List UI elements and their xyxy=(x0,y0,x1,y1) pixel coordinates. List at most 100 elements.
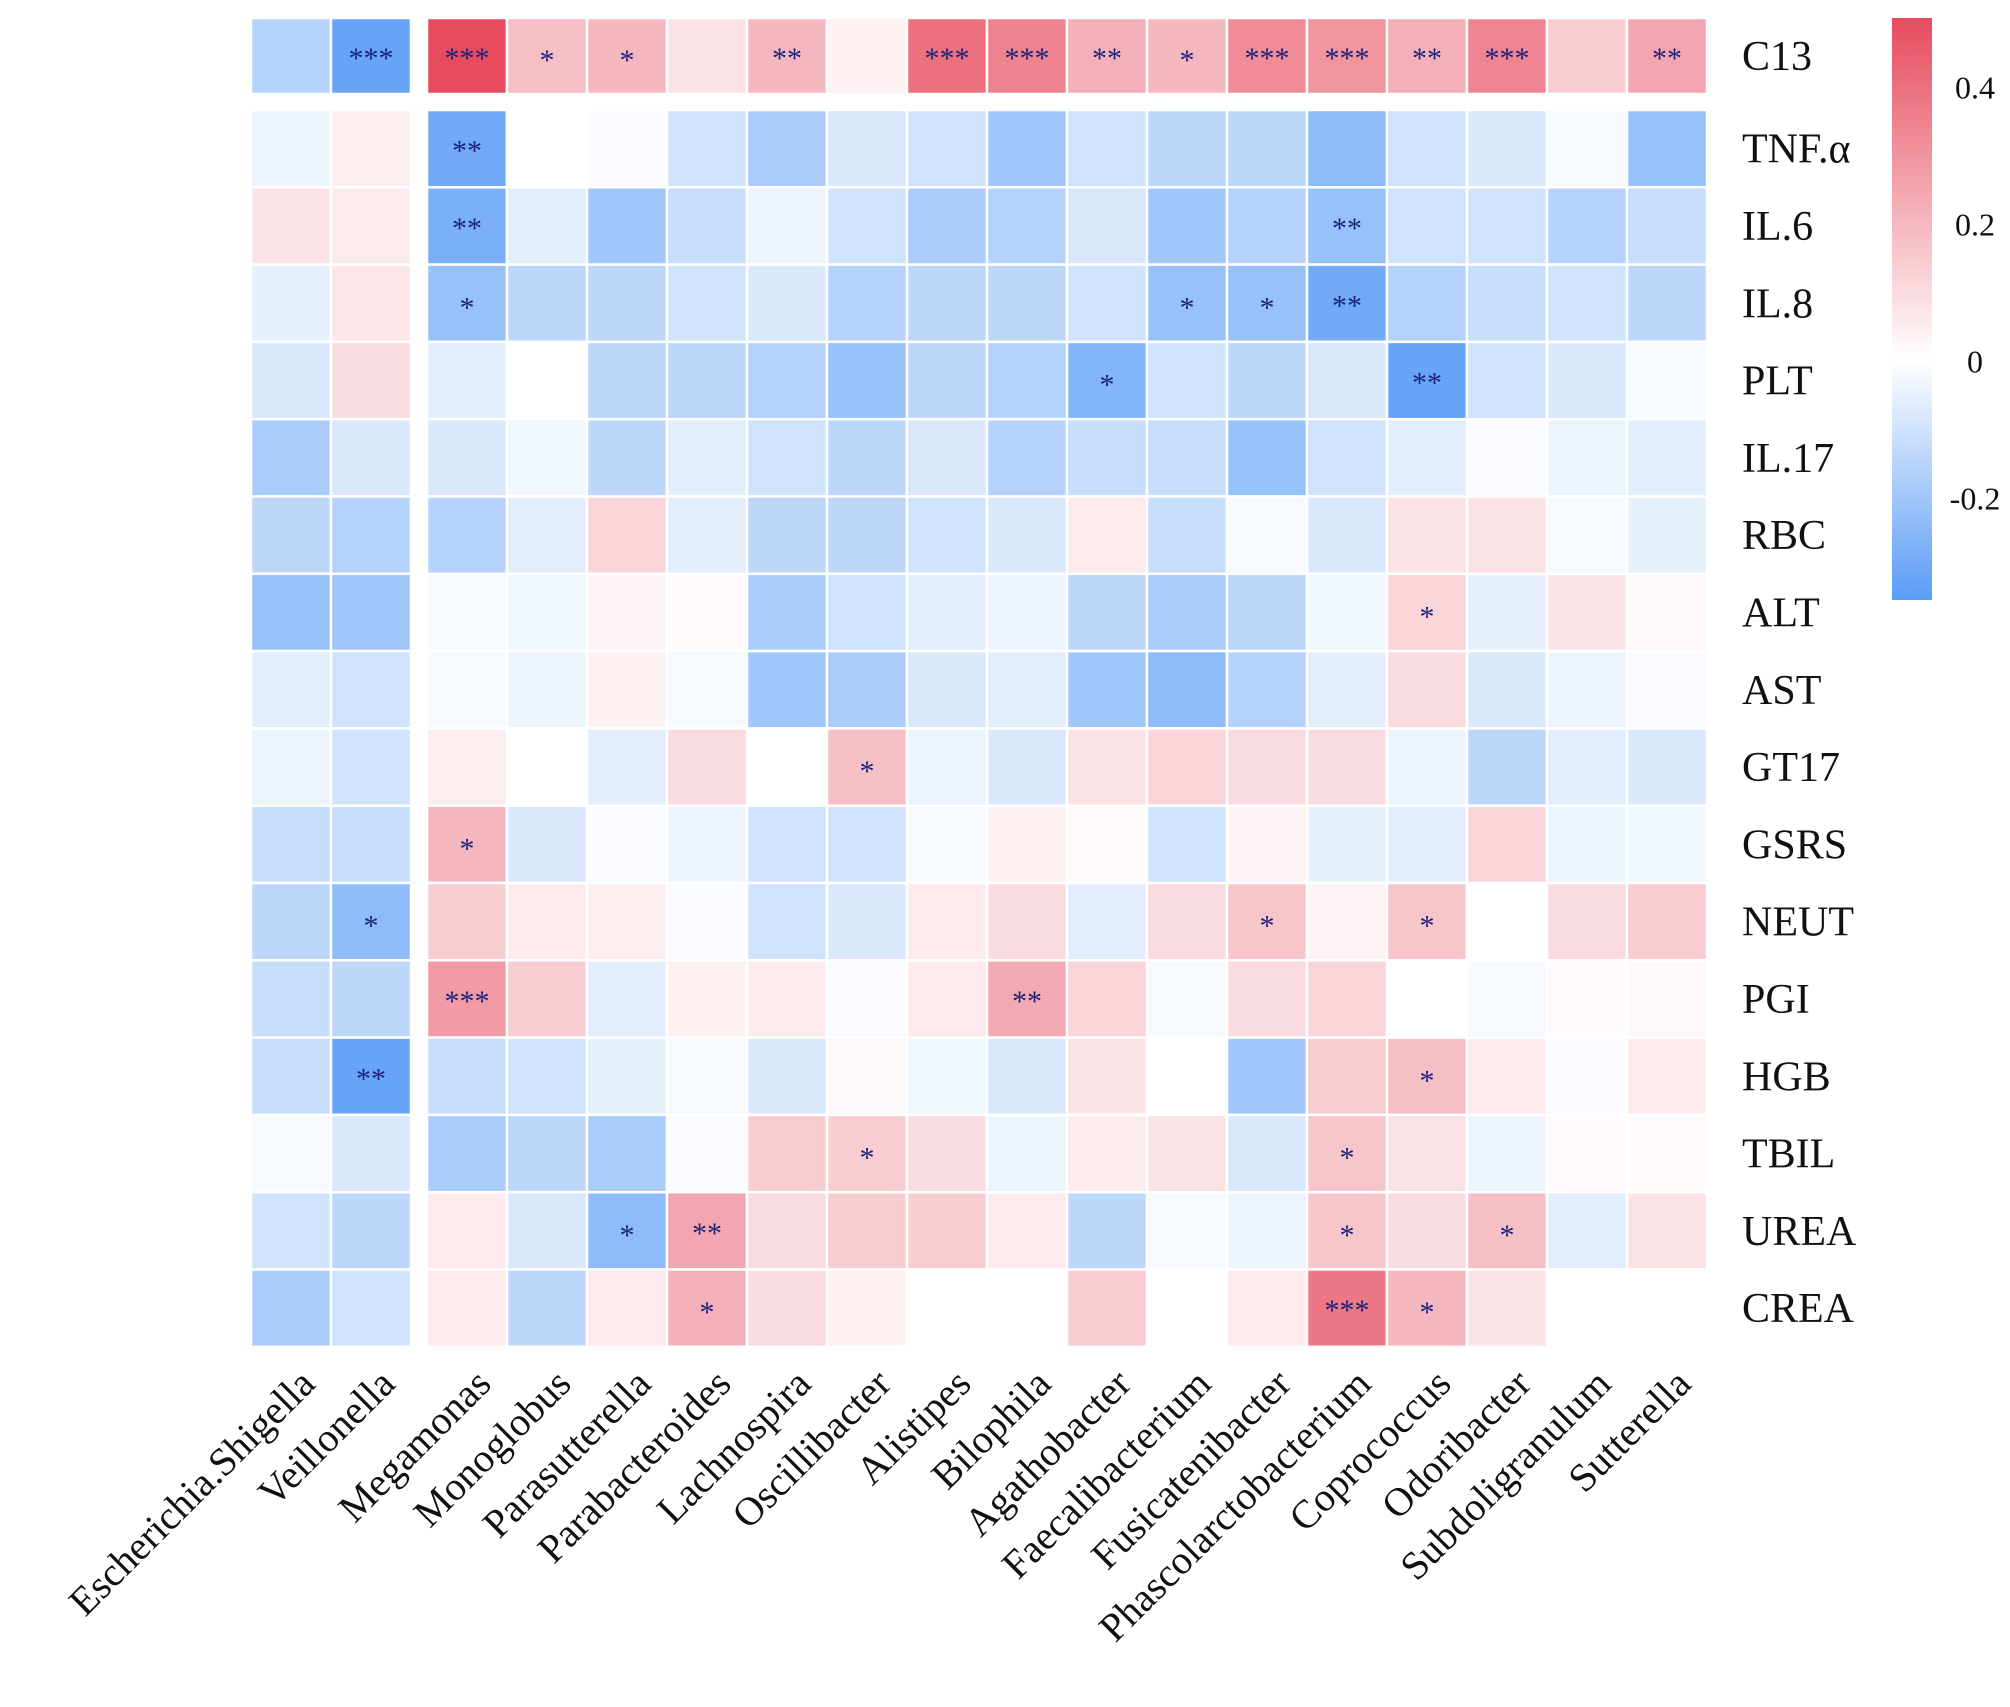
heatmap-cell xyxy=(1225,1190,1309,1271)
heatmap-cell xyxy=(1465,804,1549,885)
heatmap-cell xyxy=(1465,340,1549,421)
heatmap-cell xyxy=(1625,186,1709,266)
heatmap-cell xyxy=(745,1190,829,1271)
heatmap-cell xyxy=(985,881,1069,962)
heatmap-cell xyxy=(1225,417,1309,498)
heatmap-cell xyxy=(1305,804,1389,885)
row-label: PGI xyxy=(1742,977,1810,1023)
heatmap-cell xyxy=(1465,495,1549,576)
row-label: CREA xyxy=(1742,1286,1855,1332)
heatmap-cell xyxy=(745,340,829,421)
heatmap-cell xyxy=(825,417,909,498)
heatmap-cell xyxy=(825,108,909,189)
heatmap-cell xyxy=(505,417,589,498)
heatmap-cell xyxy=(825,649,909,730)
heatmap-cell xyxy=(1305,108,1389,189)
heatmap-cell xyxy=(985,1268,1069,1349)
heatmap-cell xyxy=(825,572,909,653)
heatmap-cell xyxy=(1145,186,1229,266)
heatmap-cell xyxy=(249,495,333,576)
heatmap-cell xyxy=(425,649,509,730)
row-labels: C13 TNF.α IL.6 IL.8 PLT IL.17 RBC ALT AST GT17 GSR… xyxy=(1742,34,1857,1332)
heatmap-cell xyxy=(505,649,589,730)
heatmap-cell xyxy=(905,108,989,189)
heatmap-cell xyxy=(425,881,509,962)
heatmap-cell xyxy=(985,340,1069,421)
heatmap-cell xyxy=(505,959,589,1039)
heatmap-cell xyxy=(745,16,829,96)
heatmap-cell xyxy=(1225,16,1309,96)
heatmap-cell xyxy=(1385,495,1469,576)
significance-stars: ** xyxy=(1092,42,1122,75)
heatmap-cell xyxy=(1465,108,1549,189)
heatmap-cell xyxy=(585,16,669,96)
heatmap-cell xyxy=(905,1268,989,1349)
heatmap-cell xyxy=(745,417,829,498)
heatmap-cell xyxy=(505,1113,589,1194)
heatmap-cell xyxy=(1065,649,1149,730)
heatmap-cell xyxy=(1305,186,1389,266)
heatmap-cell xyxy=(329,1113,413,1194)
heatmap-cell xyxy=(745,727,829,807)
heatmap-cell xyxy=(585,108,669,189)
heatmap-cell xyxy=(745,804,829,885)
heatmap-cell xyxy=(665,495,749,576)
heatmap-cell xyxy=(249,186,333,266)
significance-stars: *** xyxy=(1245,42,1290,75)
significance-stars: * xyxy=(1420,1296,1435,1329)
heatmap-cell xyxy=(1625,1036,1709,1117)
heatmap-cell xyxy=(1225,572,1309,653)
significance-stars: * xyxy=(860,755,875,788)
heatmap-cell xyxy=(1225,727,1309,807)
heatmap-cell xyxy=(1305,1268,1389,1349)
heatmap-cell xyxy=(505,881,589,962)
significance-stars: * xyxy=(1500,1219,1515,1252)
significance-stars: ** xyxy=(1412,42,1442,75)
heatmap-cell xyxy=(249,1036,333,1117)
heatmap-cell xyxy=(505,727,589,807)
heatmap-cell xyxy=(585,495,669,576)
heatmap-cell xyxy=(1145,1190,1229,1271)
significance-stars: ** xyxy=(772,42,802,75)
heatmap-cell xyxy=(249,959,333,1039)
significance-stars: *** xyxy=(349,42,394,75)
heatmap-cell xyxy=(1145,1268,1229,1349)
heatmap-cell xyxy=(329,727,413,807)
heatmap-cell xyxy=(1385,417,1469,498)
heatmap-cell xyxy=(1145,572,1229,653)
heatmap-cell xyxy=(905,572,989,653)
row-label: TNF.α xyxy=(1742,127,1851,173)
column-labels: Escherichia.ShigellaVeillonellaMegamonas… xyxy=(60,1360,1700,1650)
heatmap-cell xyxy=(505,108,589,189)
heatmap-cell xyxy=(905,417,989,498)
heatmap-cell xyxy=(329,572,413,653)
heatmap-cell xyxy=(1225,881,1309,962)
heatmap-cell xyxy=(985,495,1069,576)
heatmap-cell xyxy=(585,340,669,421)
significance-stars: *** xyxy=(1005,42,1050,75)
row-label: IL.8 xyxy=(1742,281,1813,327)
heatmap-cell xyxy=(825,16,909,96)
significance-stars: * xyxy=(1340,1142,1355,1175)
heatmap-cell xyxy=(905,649,989,730)
heatmap-cell xyxy=(1065,804,1149,885)
heatmap-cell xyxy=(1545,16,1629,96)
heatmap-cell xyxy=(1385,108,1469,189)
heatmap-cell xyxy=(1305,1113,1389,1194)
significance-stars: *** xyxy=(1325,1294,1370,1327)
heatmap-cell xyxy=(1225,1036,1309,1117)
heatmap-cell xyxy=(745,572,829,653)
row-label: AST xyxy=(1742,668,1821,714)
heatmap-cell xyxy=(1625,959,1709,1039)
heatmap-cell xyxy=(1625,649,1709,730)
heatmap-cell xyxy=(505,263,589,344)
heatmap-cell xyxy=(1145,417,1229,498)
heatmap-cell xyxy=(1385,1113,1469,1194)
heatmap-cell xyxy=(249,417,333,498)
heatmap-cell xyxy=(585,572,669,653)
heatmap-cell xyxy=(329,16,413,96)
heatmap-cell xyxy=(1385,1190,1469,1271)
heatmap-cell xyxy=(425,495,509,576)
heatmap-cell xyxy=(585,804,669,885)
heatmap-cell xyxy=(905,804,989,885)
